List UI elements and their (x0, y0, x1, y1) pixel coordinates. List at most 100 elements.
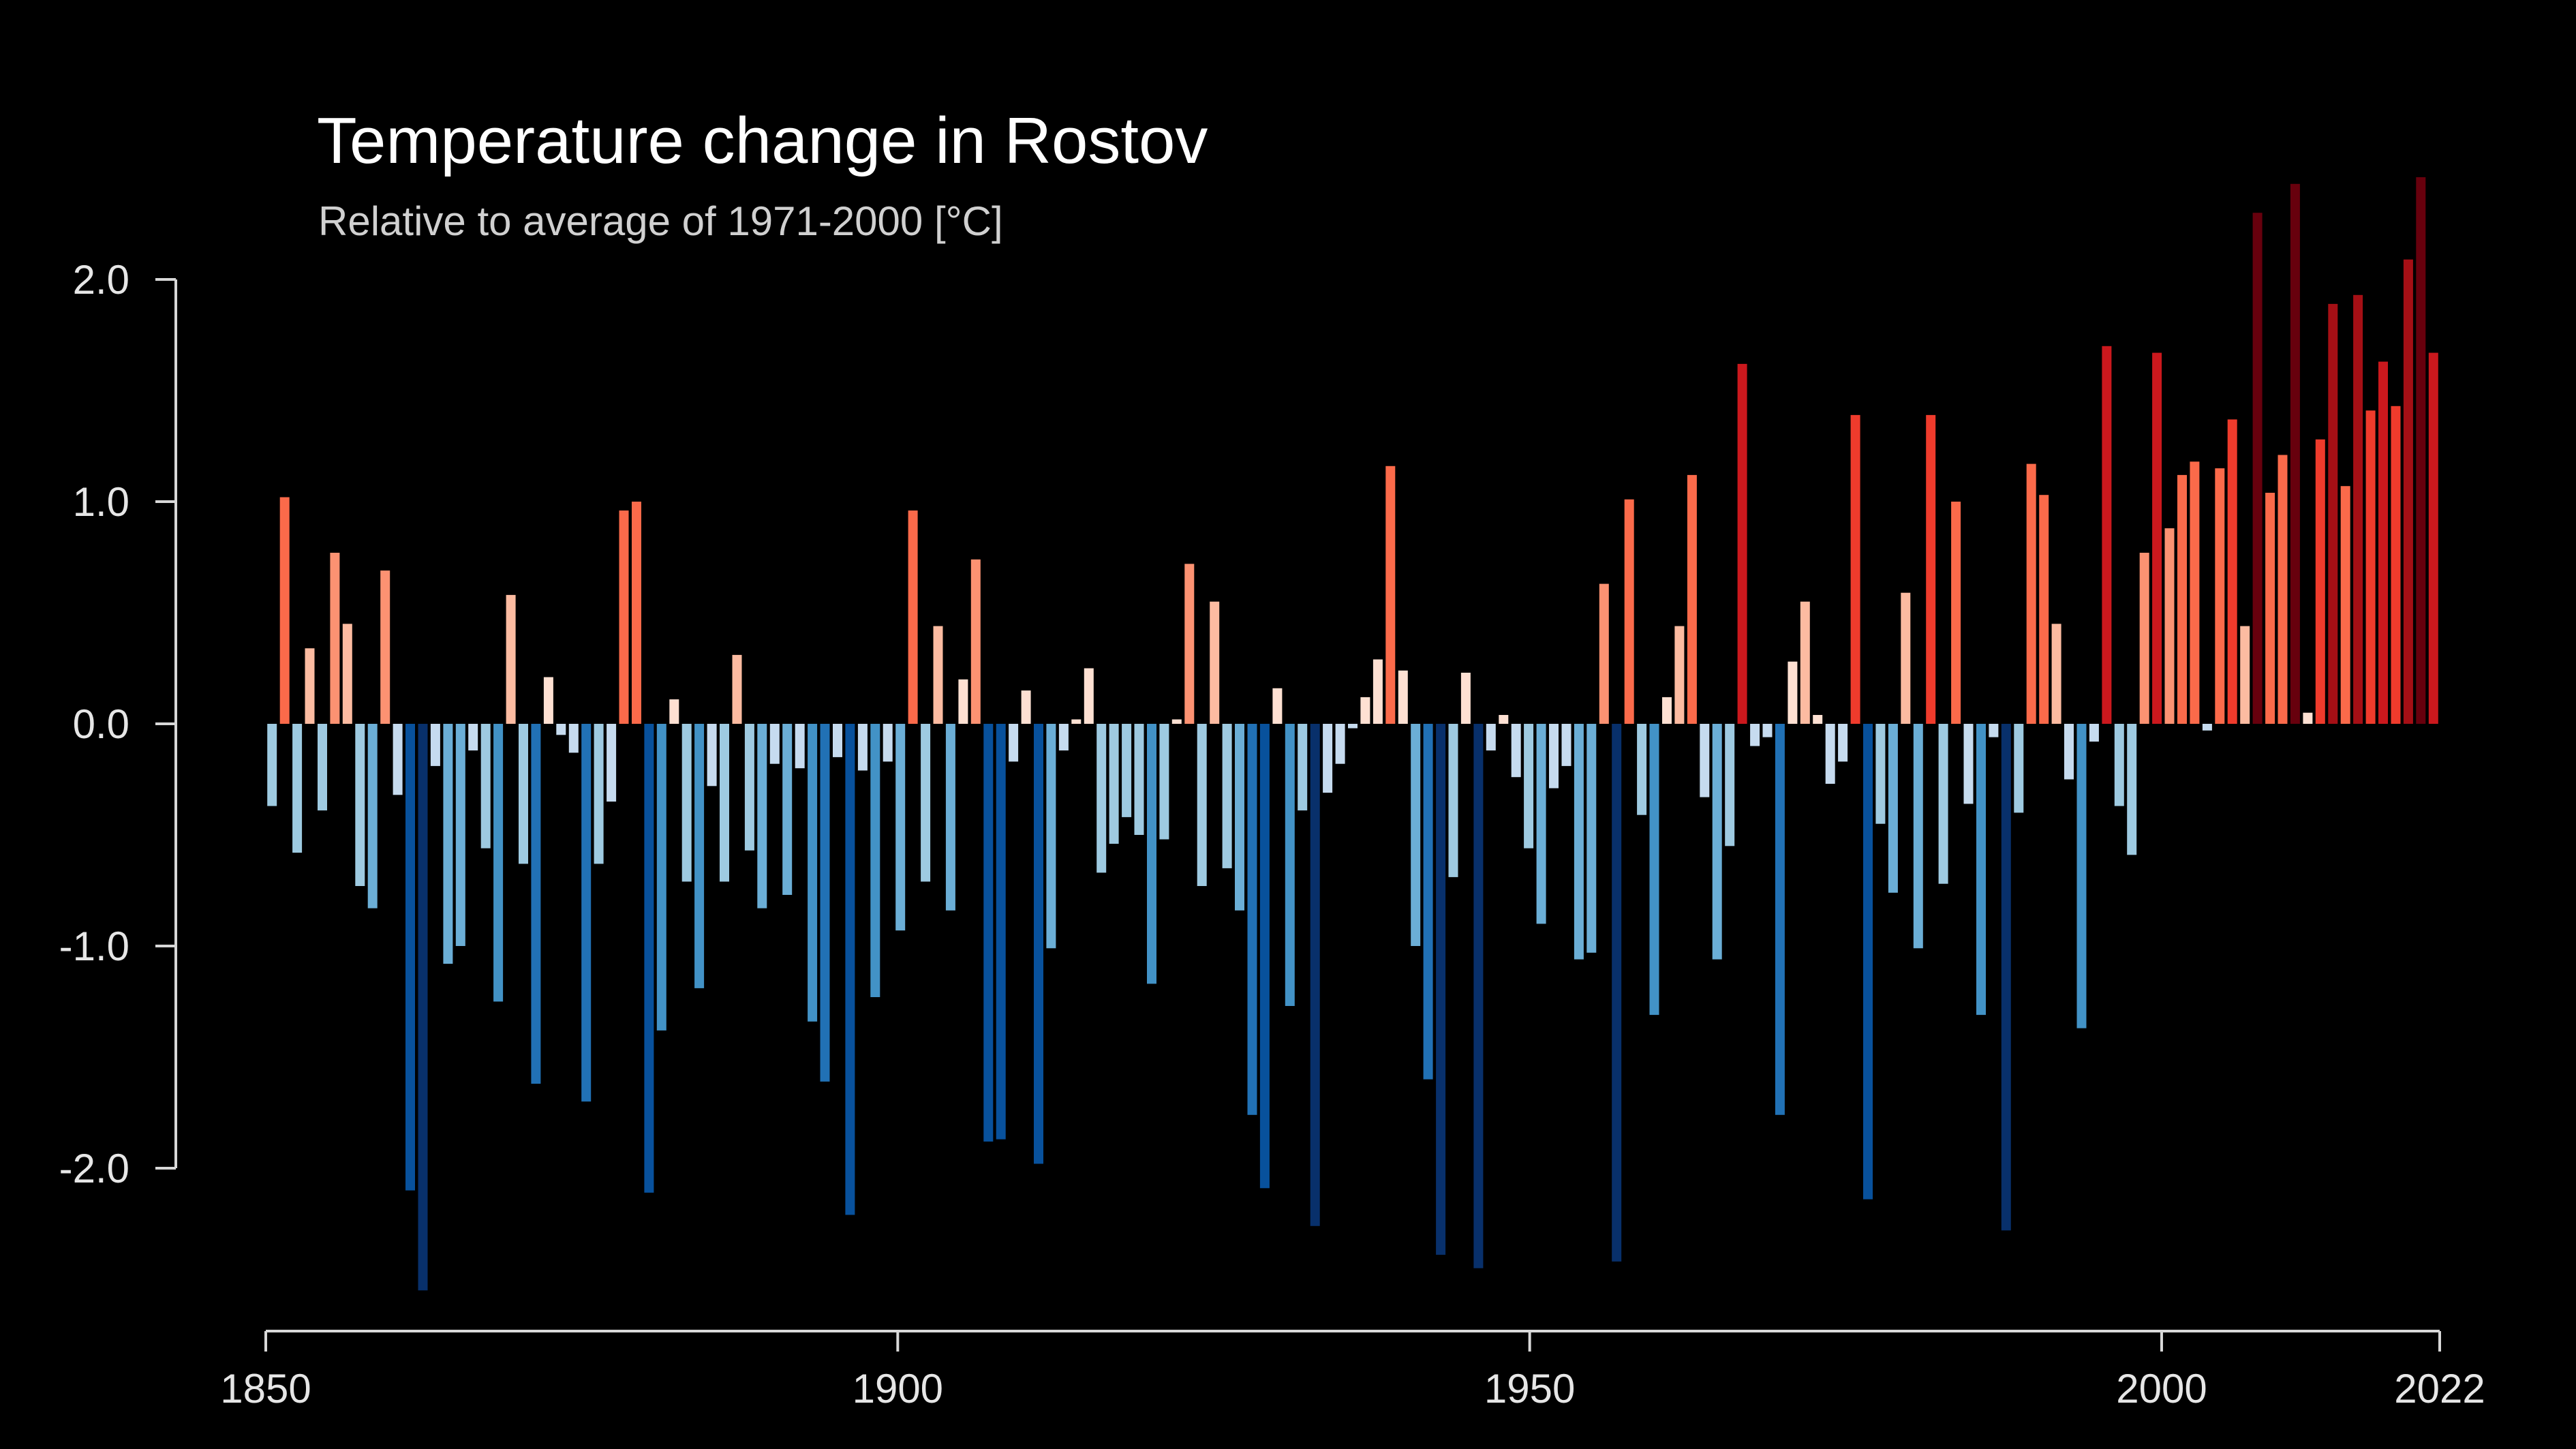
bar-1852 (292, 724, 303, 853)
bar-1900 (895, 724, 906, 931)
bar-1953 (1561, 724, 1571, 766)
bar-1891 (782, 724, 793, 895)
bar-1855 (330, 553, 340, 724)
bar-2000 (2152, 352, 2162, 724)
bar-1996 (2102, 346, 2112, 724)
bar-1903 (933, 626, 943, 724)
bar-1877 (607, 724, 617, 802)
bar-2022 (2428, 352, 2438, 724)
y-axis: 2.0 1.0 0.0 -1.0 -2.0 (59, 257, 177, 1191)
bar-1885 (707, 724, 717, 787)
bar-1969 (1762, 724, 1773, 737)
bar-1889 (757, 724, 767, 909)
bar-2017 (2365, 410, 2376, 724)
bar-1950 (1524, 724, 1534, 849)
bar-2004 (2202, 724, 2212, 731)
bar-1935 (1335, 724, 1345, 764)
bar-1981 (1913, 724, 1923, 949)
bar-1934 (1323, 724, 1333, 793)
x-tick-label: 1900 (853, 1366, 943, 1412)
bar-2008 (2252, 213, 2263, 724)
bar-1976 (1850, 414, 1860, 724)
bar-1960 (1649, 724, 1659, 1016)
bar-1967 (1737, 363, 1747, 724)
bar-1879 (632, 502, 641, 724)
bar-1922 (1171, 719, 1182, 724)
bars-group (267, 177, 2438, 1291)
bar-2021 (2416, 177, 2426, 724)
bar-1916 (1097, 724, 1107, 873)
bar-1943 (1436, 724, 1446, 1255)
x-tick-label: 2022 (2394, 1366, 2485, 1412)
bar-1865 (455, 724, 465, 946)
bar-1930 (1272, 688, 1283, 724)
bar-1899 (883, 724, 893, 762)
bar-1928 (1247, 724, 1257, 1115)
bar-1871 (531, 724, 541, 1084)
bar-2012 (2303, 712, 2313, 724)
bar-1947 (1486, 724, 1496, 751)
bar-1874 (568, 724, 579, 753)
bar-1956 (1599, 583, 1609, 724)
bar-1984 (1951, 502, 1961, 724)
bar-1932 (1298, 724, 1308, 811)
bar-1909 (1009, 724, 1019, 762)
bar-1973 (1813, 715, 1823, 724)
bar-1946 (1473, 724, 1484, 1268)
bar-1883 (681, 724, 692, 882)
chart-subtitle: Relative to average of 1971-2000 [°C] (318, 198, 1003, 244)
bar-1992 (2051, 624, 2061, 724)
bar-1858 (367, 724, 378, 909)
bar-1876 (594, 724, 604, 864)
bar-1853 (305, 648, 315, 724)
bar-1997 (2114, 724, 2124, 806)
bar-2009 (2265, 493, 2275, 724)
y-tick-label: -1.0 (59, 924, 129, 969)
bar-1939 (1385, 466, 1396, 724)
bar-1945 (1460, 673, 1471, 724)
bar-1913 (1058, 724, 1069, 751)
y-tick-label: 2.0 (73, 257, 129, 303)
bar-1925 (1210, 601, 1220, 724)
bar-1898 (870, 724, 880, 997)
bar-1867 (480, 724, 491, 849)
bar-1856 (342, 624, 352, 724)
x-tick-label: 1850 (220, 1366, 311, 1412)
bar-2010 (2278, 455, 2288, 724)
bar-2005 (2215, 468, 2225, 724)
bar-1896 (845, 724, 855, 1215)
bar-1938 (1373, 659, 1383, 724)
bar-1941 (1411, 724, 1421, 946)
bar-1884 (694, 724, 705, 988)
bar-1995 (2089, 724, 2099, 742)
bar-1854 (318, 724, 327, 811)
bar-2007 (2240, 626, 2250, 724)
bar-1985 (1963, 724, 1974, 804)
bar-1868 (493, 724, 504, 1002)
bar-2011 (2290, 183, 2300, 724)
bar-1910 (1021, 690, 1031, 724)
y-tick-label: 1.0 (73, 479, 129, 525)
bar-1887 (732, 654, 742, 724)
bar-1966 (1725, 724, 1735, 846)
bar-1988 (2001, 724, 2011, 1231)
bar-1873 (556, 724, 566, 735)
bar-1990 (2026, 463, 2036, 724)
bar-1886 (720, 724, 729, 882)
x-tick-label: 2000 (2116, 1366, 2207, 1412)
bar-1902 (921, 724, 931, 882)
bar-1864 (443, 724, 453, 964)
bar-1851 (279, 497, 290, 724)
bar-1999 (2139, 553, 2149, 724)
bar-1866 (468, 724, 478, 751)
bar-1964 (1700, 724, 1710, 797)
bar-1905 (958, 679, 968, 724)
bar-1948 (1499, 715, 1509, 724)
bar-1857 (355, 724, 365, 886)
bar-1872 (543, 677, 553, 724)
bar-1870 (519, 724, 528, 864)
bar-1927 (1235, 724, 1244, 911)
bar-1907 (983, 724, 994, 1142)
bar-1942 (1423, 724, 1433, 1080)
